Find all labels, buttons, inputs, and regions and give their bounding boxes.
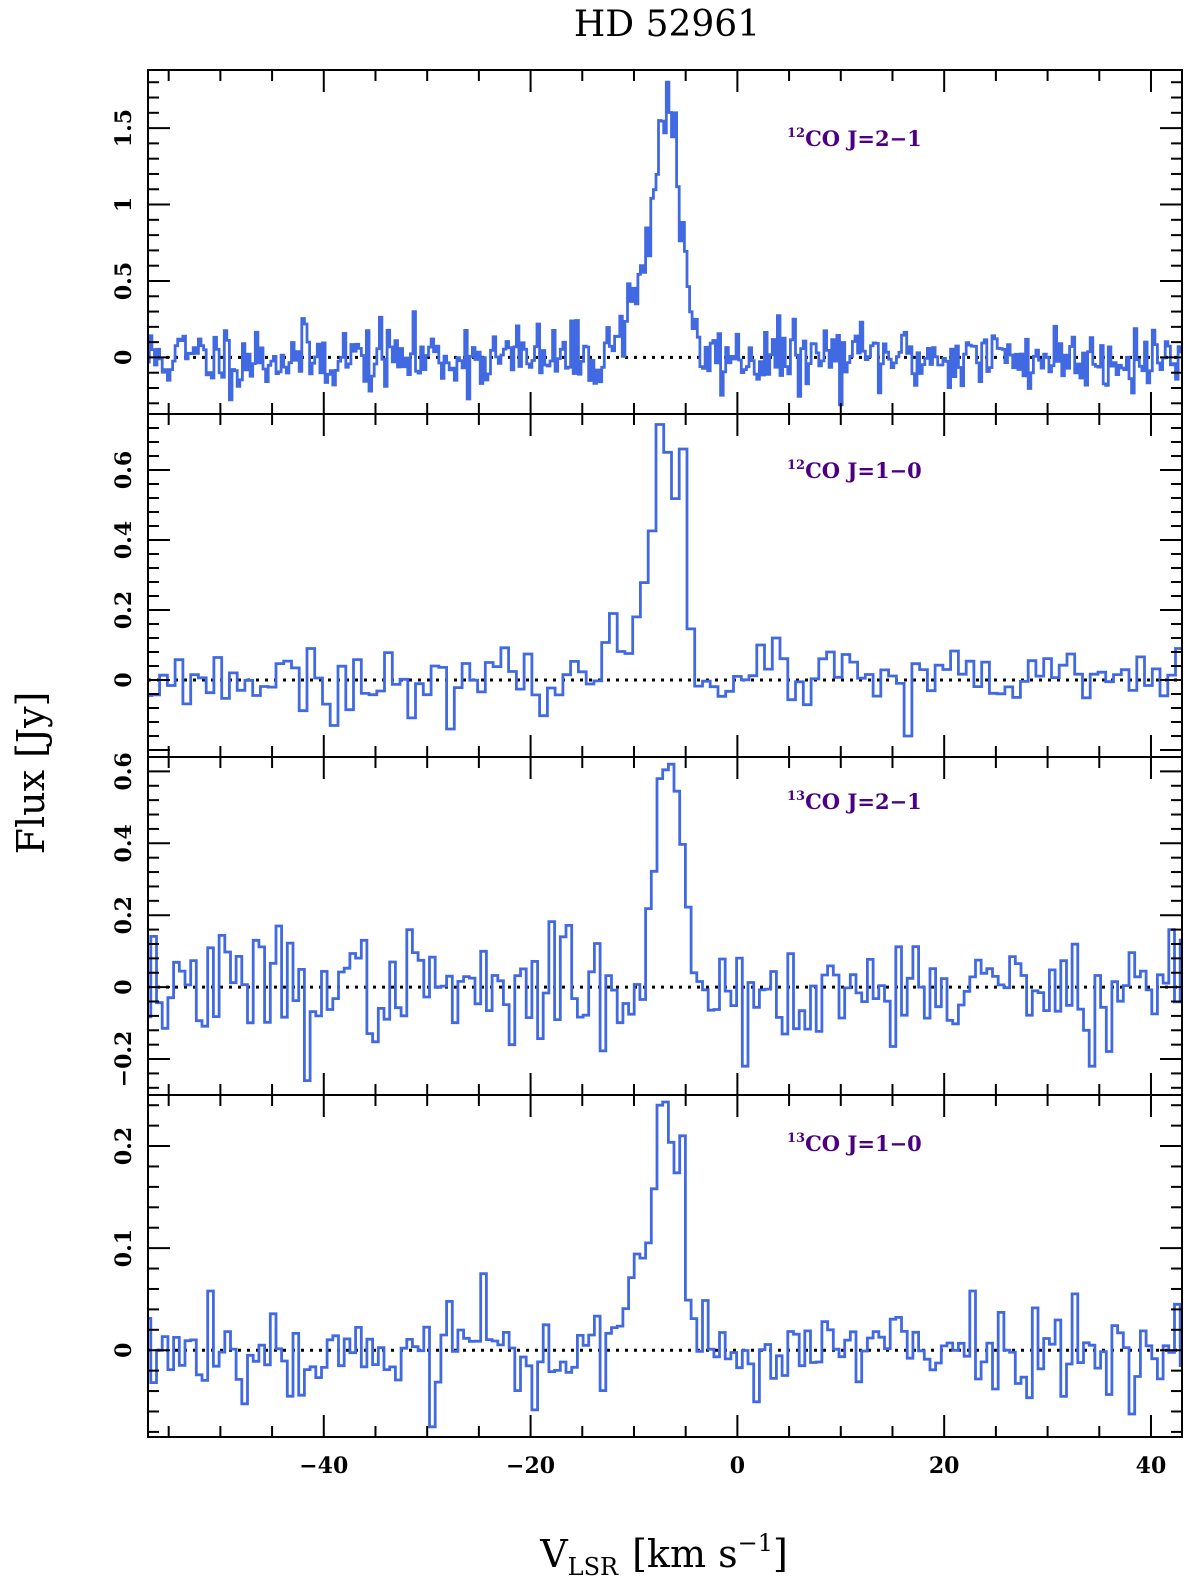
line-label-transition: CO J=1−0: [805, 458, 922, 483]
y-tick-label: 0.6: [111, 451, 137, 489]
y-tick-label: 0: [111, 350, 137, 365]
panel-2: 0 0.2 0.4 0.6 12CO J=1−0: [111, 413, 1183, 758]
x-axis-label-subscript: LSR: [568, 1553, 619, 1580]
y-tick-label: 0.1: [111, 1229, 137, 1267]
x-tick-label: 0: [730, 1453, 745, 1479]
y-axis-label: Flux [Jy]: [9, 692, 53, 855]
line-label: 12CO J=2−1: [787, 126, 922, 151]
panel-frame: [147, 1094, 1183, 1438]
y-tick-label: 0: [111, 672, 137, 687]
line-label: 13CO J=1−0: [787, 1131, 922, 1156]
y-tick-label: 0.5: [111, 262, 137, 300]
line-label-transition: CO J=1−0: [805, 1131, 922, 1156]
panel-frame: [147, 413, 1183, 758]
panel-1: 0 0.5 1 1.5 12CO J=2−1: [111, 69, 1183, 415]
panels-group: 00.511.5 12CO J=2−100.20.40.6 12CO J=1−0−0…: [111, 69, 1183, 1479]
y-tick-label: −0.2: [111, 1031, 137, 1088]
x-axis-label-close: ]: [773, 1532, 788, 1576]
x-tick-label: −20: [506, 1453, 555, 1479]
line-label-transition: CO J=2−1: [805, 789, 922, 814]
x-axis-label-exponent: −1: [738, 1529, 773, 1557]
line-label: 13CO J=2−1: [787, 789, 922, 814]
line-label-isotope: 12: [787, 126, 805, 141]
x-axis-label: VLSR [km s−1]: [539, 1529, 788, 1580]
y-tick-label: 0.2: [111, 1127, 137, 1165]
line-label: 12CO J=1−0: [787, 458, 922, 483]
spectrum-line: [148, 762, 1182, 1082]
panel-4: 0 0.1 0.2 13CO J=1−0 −40 −20 0 20 40: [111, 1094, 1183, 1479]
y-tick-label: 0.4: [111, 521, 137, 559]
y-tick-label: 0: [111, 1343, 137, 1358]
line-label-isotope: 13: [787, 1131, 805, 1146]
spectrum-line: [148, 80, 1182, 407]
x-tick-label: −40: [299, 1453, 348, 1479]
y-tick-label: 0: [111, 979, 137, 994]
chart-title: HD 52961: [574, 4, 760, 45]
x-axis-label-symbol: V: [539, 1532, 568, 1576]
line-label-isotope: 13: [787, 789, 805, 804]
spectrum-line: [148, 1100, 1182, 1429]
x-axis-label-units: [km s: [632, 1532, 737, 1576]
panel-3: −0.2 0 0.2 0.4 0.6 13CO J=2−1: [111, 752, 1183, 1096]
y-tick-label: 0.6: [111, 752, 137, 790]
x-tick-label: 40: [1136, 1453, 1167, 1479]
y-tick-label: 0.2: [111, 896, 137, 934]
y-tick-label: 1.5: [111, 109, 137, 147]
y-tick-label: 1: [111, 197, 137, 212]
x-tick-label: 20: [929, 1453, 960, 1479]
line-label-isotope: 12: [787, 458, 805, 473]
y-tick-label: 0.2: [111, 591, 137, 629]
y-tick-label: 0.4: [111, 824, 137, 862]
line-label-transition: CO J=2−1: [805, 126, 922, 151]
spectrum-line: [148, 423, 1182, 738]
